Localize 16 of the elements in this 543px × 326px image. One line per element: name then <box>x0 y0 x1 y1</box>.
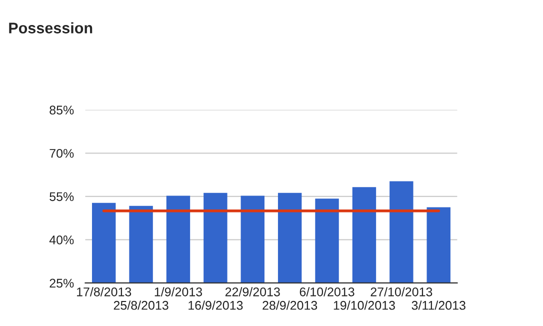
x-tick-label: 3/11/2013 <box>412 300 466 310</box>
chart-title: Possession <box>9 22 92 34</box>
x-tick-label: 19/10/2013 <box>334 300 395 310</box>
y-tick-label: 85% <box>50 106 74 115</box>
y-tick-label: 25% <box>50 278 74 288</box>
y-tick-label: 40% <box>49 235 74 244</box>
y-tick-label: 55% <box>50 192 74 202</box>
x-tick-label: 27/10/2013 <box>370 287 432 296</box>
x-tick-label: 6/10/2013 <box>300 287 354 296</box>
x-tick-label: 1/9/2013 <box>154 287 202 296</box>
x-tick-label: 16/9/2013 <box>188 300 243 310</box>
x-tick-label: 17/8/2013 <box>77 287 132 296</box>
y-tick-label: 70% <box>50 148 74 158</box>
x-tick-label: 28/9/2013 <box>262 300 318 310</box>
x-tick-label: 22/9/2013 <box>225 287 280 296</box>
x-tick-label: 25/8/2013 <box>114 300 168 310</box>
